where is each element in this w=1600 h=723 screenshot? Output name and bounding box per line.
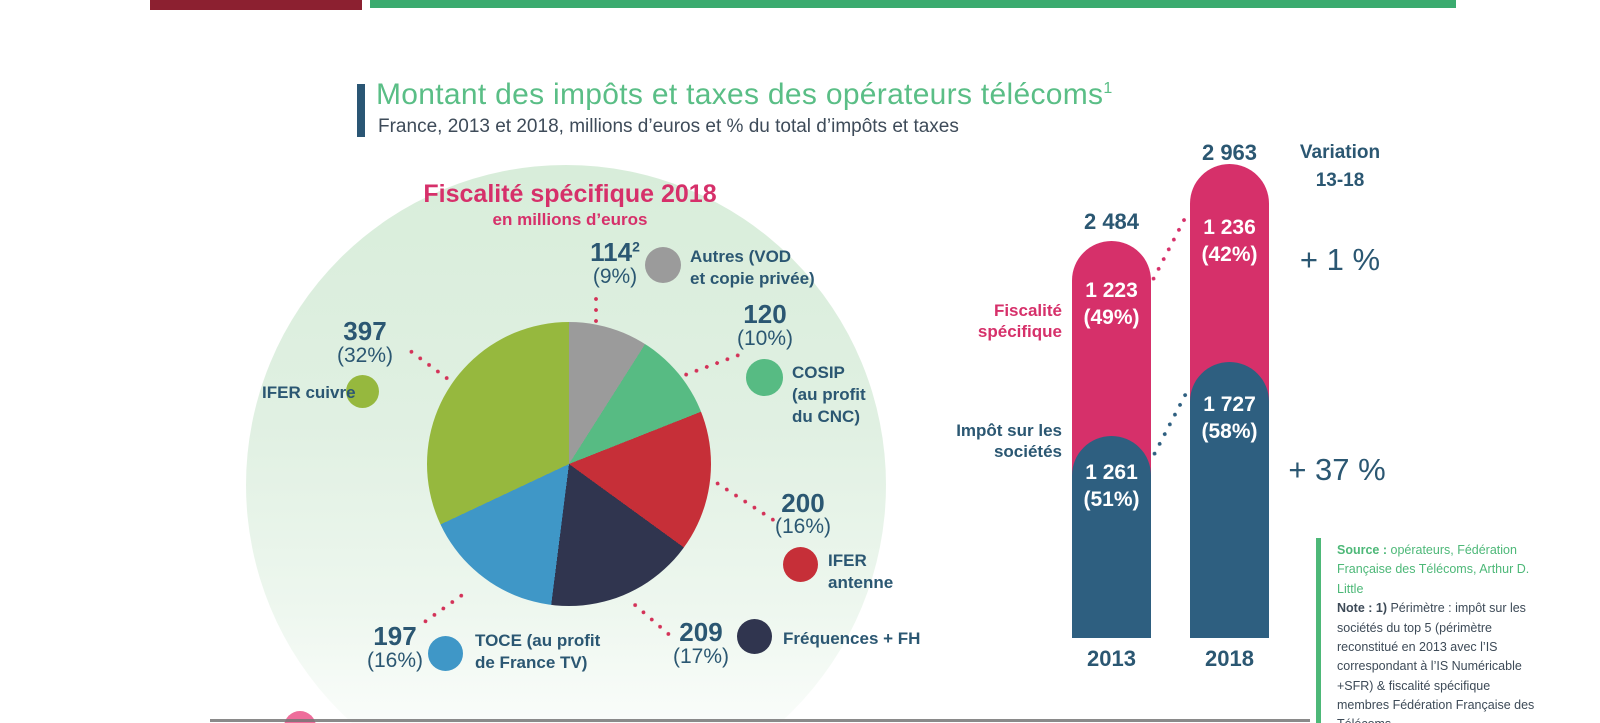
- marker-autres: [645, 247, 681, 283]
- label-autres: Autres (VOD et copie privée): [690, 247, 815, 288]
- source-accent-bar: [1316, 538, 1321, 723]
- pct-ifer-antenne: (16%): [774, 515, 832, 538]
- page-title-footnote: 1: [1103, 80, 1113, 97]
- bar-2018-impot: [1190, 362, 1269, 638]
- total-2018: 2 963: [1201, 140, 1258, 165]
- bar-2013-impot: [1072, 436, 1151, 638]
- top-strip-red: [150, 0, 362, 10]
- value-autres: 1142: [560, 237, 670, 268]
- axis-year-2018: 2018: [1205, 646, 1254, 671]
- segment-2018-impot-value: 1 727: [1203, 393, 1256, 416]
- source-prefix: Source :: [1337, 543, 1388, 557]
- page-title: Montant des impôts et taxes des opérateu…: [376, 78, 1113, 112]
- segment-2013-impot-pct: (51%): [1083, 488, 1140, 512]
- label-ifer-antenne: IFER antenne: [828, 551, 894, 592]
- value-toce: 197: [373, 621, 417, 651]
- title-accent-bar: [357, 84, 365, 137]
- variation-header: Variation 13-18: [1299, 142, 1381, 191]
- source-text: opérateurs, Fédération Française des Tél…: [1337, 543, 1530, 596]
- segment-label-2018-impot: 1 727 (58%): [1190, 391, 1269, 446]
- page-subtitle: France, 2013 et 2018, millions d’euros e…: [378, 116, 959, 137]
- segment-2013-fiscalite-pct: (49%): [1083, 306, 1140, 330]
- value-autres-footnote: 2: [632, 238, 640, 255]
- axis-year-2013: 2013: [1087, 646, 1136, 671]
- value-cosip: 120: [743, 299, 787, 329]
- total-2013: 2 484: [1083, 209, 1140, 234]
- label-toce: TOCE (au profit de France TV): [475, 631, 601, 672]
- segment-2013-impot-value: 1 261: [1085, 461, 1138, 484]
- variation-impot: + 37 %: [1288, 452, 1386, 487]
- value-frequences: 209: [679, 617, 723, 647]
- bottom-cropped-rule: [210, 719, 1310, 722]
- marker-cosip: [746, 359, 783, 396]
- top-strip-green: [370, 0, 1456, 8]
- page-title-text: Montant des impôts et taxes des opérateu…: [376, 78, 1104, 111]
- segment-2018-impot-pct: (58%): [1201, 420, 1258, 444]
- variation-fiscalite: + 1 %: [1299, 242, 1381, 277]
- series-label-impot: Impôt sur les sociétés: [956, 421, 1062, 462]
- segment-2013-fiscalite-value: 1 223: [1085, 279, 1138, 302]
- note-prefix: Note : 1): [1337, 601, 1387, 616]
- segment-label-2013-fiscalite: 1 223 (49%): [1072, 277, 1151, 332]
- label-cosip: COSIP (au profit du CNC): [792, 363, 866, 426]
- marker-ifer-antenne: [783, 547, 818, 582]
- source-block: Source : opérateurs, Fédération Français…: [1337, 541, 1535, 723]
- dotted-link-fiscalite: [1148, 211, 1191, 285]
- value-autres-number: 114: [590, 237, 633, 267]
- note-text: Périmètre : impôt sur les sociétés du to…: [1337, 601, 1535, 723]
- segment-2018-fiscalite-pct: (42%): [1201, 243, 1258, 267]
- marker-toce: [428, 636, 463, 671]
- pct-ifer-cuivre: (32%): [336, 344, 394, 367]
- pct-cosip: (10%): [736, 327, 794, 350]
- label-frequences: Fréquences + FH: [783, 629, 921, 648]
- pie-subtitle: en millions d’euros: [492, 210, 648, 229]
- pie-chart: [427, 322, 711, 606]
- dotted-link-impot: [1149, 388, 1191, 460]
- pct-frequences: (17%): [672, 645, 730, 668]
- pct-toce: (16%): [366, 649, 424, 672]
- marker-frequences: [737, 619, 772, 654]
- pct-autres: (9%): [592, 265, 638, 288]
- value-ifer-antenne: 200: [781, 488, 825, 518]
- segment-2018-fiscalite-value: 1 236: [1203, 216, 1256, 239]
- segment-label-2018-fiscalite: 1 236 (42%): [1190, 214, 1269, 269]
- leader-autres: [593, 293, 599, 326]
- series-label-fiscalite: Fiscalité spécifique: [977, 301, 1062, 342]
- value-ifer-cuivre: 397: [343, 316, 387, 346]
- pie-title: Fiscalité spécifique 2018: [423, 180, 717, 208]
- label-ifer-cuivre: IFER cuivre: [262, 383, 356, 402]
- marker-ifer-cuivre: [346, 375, 379, 408]
- segment-label-2013-impot: 1 261 (51%): [1072, 459, 1151, 514]
